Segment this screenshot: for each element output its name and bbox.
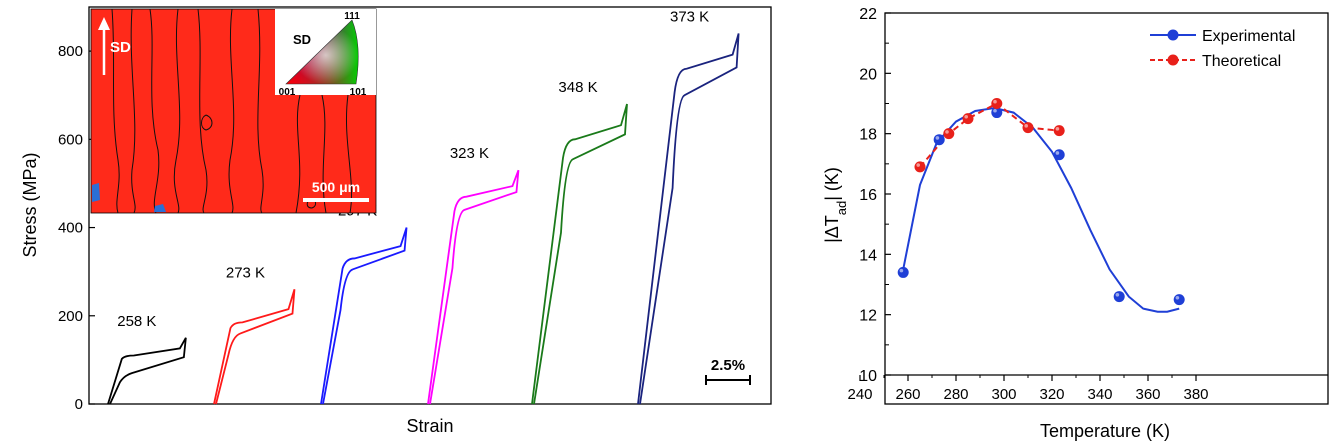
- data-point-experimental: [1173, 294, 1185, 306]
- ebsd-inset: SD 500 μm S: [90, 8, 377, 214]
- data-point-experimental: [933, 134, 945, 146]
- ipf-corner-101: 101: [350, 87, 367, 98]
- data-point-experimental: [1053, 149, 1065, 161]
- grain-boundaries: [111, 8, 353, 214]
- stress-strain-curve-258k: [107, 337, 187, 405]
- left-x-axis-label: Strain: [406, 416, 453, 436]
- stress-strain-curves: [107, 33, 740, 405]
- left-y-tick-label: 200: [58, 308, 83, 325]
- right-y-tick-label: 14: [859, 247, 877, 264]
- data-point-theoretical: [914, 161, 926, 173]
- scale-bar-label: 2.5%: [711, 357, 745, 374]
- right-x-tick-label: 260: [895, 386, 920, 403]
- data-point-highlight: [1055, 151, 1060, 155]
- right-x-tick-label: 320: [1039, 386, 1064, 403]
- ipf-corner-111: 111: [344, 11, 360, 22]
- data-point-experimental: [1113, 291, 1125, 303]
- y-label-tail: | (K): [822, 167, 842, 201]
- sd-arrow-head: [98, 17, 110, 30]
- right-x-tick-label: 380: [1183, 386, 1208, 403]
- data-point-highlight: [935, 136, 940, 140]
- data-point-theoretical: [1053, 125, 1065, 137]
- y-label-subscript: ad: [834, 201, 849, 215]
- data-point-highlight: [1055, 127, 1060, 131]
- blue-grain-2: [154, 204, 166, 212]
- right-x-tick-label: 240: [847, 386, 872, 403]
- legend: Experimental Theoretical: [1150, 28, 1295, 70]
- right-x-ticks: 240 260 280 300 320 340 360 380: [847, 374, 1328, 403]
- ipf-sd-label: SD: [293, 32, 311, 47]
- data-point-highlight: [945, 130, 949, 134]
- right-y-ticks: 10 12 14 16 18 20 22: [859, 6, 891, 385]
- legend-label-theoretical: Theoretical: [1202, 53, 1281, 70]
- stress-strain-curve-348k: [531, 103, 628, 405]
- right-y-tick-label: 16: [859, 187, 877, 204]
- left-y-tick-label: 0: [75, 396, 83, 413]
- left-y-tick-label: 800: [58, 43, 83, 60]
- stress-strain-curve-373k: [637, 33, 740, 405]
- legend-item-experimental: Experimental: [1150, 28, 1295, 45]
- legend-item-theoretical: Theoretical: [1150, 53, 1281, 70]
- right-x-tick-label: 340: [1087, 386, 1112, 403]
- legend-label-experimental: Experimental: [1202, 28, 1295, 45]
- right-x-axis-label: Temperature (K): [1040, 421, 1170, 441]
- curve-label: 323 K: [450, 145, 489, 162]
- right-y-tick-label: 10: [859, 368, 877, 385]
- stress-strain-curve-297k: [320, 227, 408, 405]
- data-point-highlight: [1175, 295, 1180, 300]
- sd-label: SD: [110, 39, 131, 56]
- left-y-tick-label: 400: [58, 220, 83, 237]
- experimental-fit-curve: [902, 106, 1180, 313]
- right-plot-frame: [884, 12, 1329, 405]
- data-point-theoretical: [962, 113, 974, 125]
- left-y-axis-label: Stress (MPa): [20, 152, 40, 257]
- strain-scale-bar: 2.5%: [705, 357, 751, 385]
- curve-label: 373 K: [670, 8, 709, 25]
- data-point-experimental: [897, 266, 909, 278]
- data-point-theoretical: [1022, 122, 1034, 134]
- right-x-tick-label: 300: [991, 386, 1016, 403]
- stress-strain-curve-273k: [213, 289, 296, 405]
- data-point-highlight: [916, 163, 920, 167]
- stress-strain-curve-323k: [427, 169, 520, 405]
- data-point-theoretical: [943, 128, 955, 140]
- legend-marker-theoretical: [1167, 54, 1179, 66]
- left-y-tick-label: 600: [58, 131, 83, 148]
- right-y-tick-label: 12: [859, 308, 877, 325]
- data-point-highlight: [899, 268, 904, 273]
- right-x-tick-label: 360: [1135, 386, 1160, 403]
- data-point-highlight: [1024, 124, 1028, 128]
- data-point-highlight: [964, 114, 968, 119]
- data-point-theoretical: [991, 98, 1003, 109]
- curve-label: 273 K: [226, 264, 265, 281]
- curve-label: 348 K: [558, 79, 597, 96]
- ipf-corner-001: 001: [279, 87, 296, 98]
- legend-marker-experimental: [1167, 29, 1179, 41]
- blue-grain: [92, 183, 100, 202]
- right-y-tick-label: 20: [859, 66, 877, 83]
- right-y-tick-label: 18: [859, 127, 877, 144]
- data-point-highlight: [993, 99, 997, 104]
- right-y-axis-label: |ΔTad| (K): [822, 167, 849, 243]
- curve-label: 258 K: [117, 313, 156, 330]
- data-point-highlight: [993, 108, 997, 113]
- data-point-highlight: [1115, 292, 1120, 297]
- right-y-tick-label: 22: [859, 6, 877, 23]
- delta-t-panel: 240 260 280 300 320 340 360 380 10121416182022 …: [822, 6, 1329, 441]
- inset-scale-label: 500 μm: [312, 179, 360, 195]
- y-label-main: |ΔT: [822, 215, 842, 243]
- right-x-tick-label: 280: [943, 386, 968, 403]
- data-points: [897, 98, 1185, 306]
